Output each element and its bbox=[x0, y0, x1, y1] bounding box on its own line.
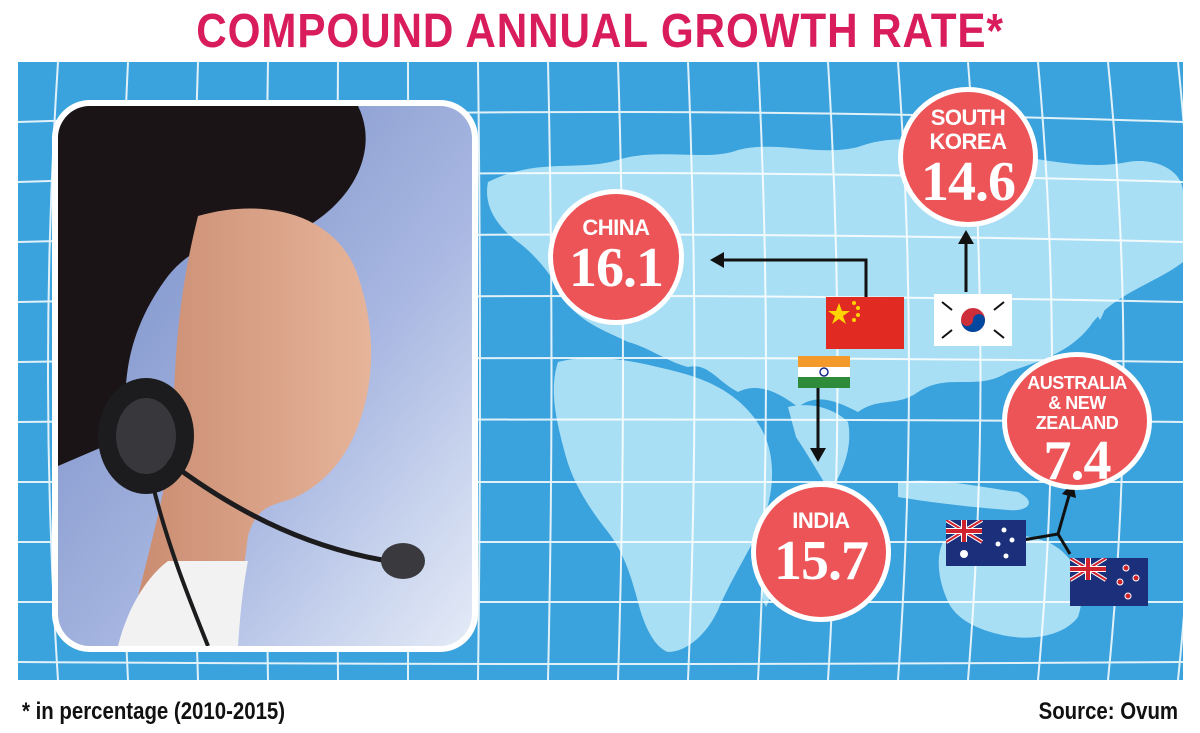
south-korea-bubble: SOUTH KOREA 14.6 bbox=[898, 87, 1038, 227]
china-flag bbox=[826, 297, 904, 349]
new-zealand-flag bbox=[1068, 556, 1148, 606]
china-arrowhead bbox=[710, 252, 724, 268]
headset-agent-photo bbox=[58, 106, 472, 646]
japan-landmass bbox=[1096, 262, 1110, 320]
source-credit: Source: Ovum bbox=[1038, 698, 1178, 725]
south-korea-label-line1: SOUTH bbox=[930, 105, 1006, 130]
china-arrow bbox=[718, 258, 868, 297]
map-panel: CHINA 16.1 SOUTH KOREA 14.6 INDIA 15.7 A… bbox=[18, 62, 1183, 680]
china-label: CHINA bbox=[582, 215, 650, 240]
india-value: 15.7 bbox=[774, 530, 869, 592]
south-korea-arrowhead bbox=[958, 230, 974, 244]
australia-flag bbox=[944, 518, 1026, 566]
india-bubble: INDIA 15.7 bbox=[751, 482, 891, 622]
south-korea-value: 14.6 bbox=[921, 151, 1016, 213]
indonesia-landmass bbox=[898, 480, 1029, 511]
south-korea-flag bbox=[934, 294, 1012, 346]
footnote: * in percentage (2010-2015) bbox=[22, 698, 286, 725]
south-korea-label-line2: KOREA bbox=[929, 129, 1007, 154]
australia-nz-label-line2: & NEW ZEALAND bbox=[1035, 393, 1119, 433]
china-bubble: CHINA 16.1 bbox=[548, 189, 684, 325]
australia-nz-value: 7.4 bbox=[1043, 430, 1112, 492]
india-arrowhead bbox=[810, 448, 826, 462]
india-label: INDIA bbox=[792, 508, 850, 533]
australia-nz-bubble: AUSTRALIA & NEW ZEALAND 7.4 bbox=[1002, 352, 1152, 490]
australia-arrow-up bbox=[1056, 491, 1072, 535]
africa-landmass bbox=[553, 357, 773, 652]
india-flag bbox=[798, 356, 850, 388]
chart-title: COMPOUND ANNUAL GROWTH RATE* bbox=[196, 5, 1004, 58]
china-value: 16.1 bbox=[569, 237, 664, 299]
australia-nz-label-line1: AUSTRALIA bbox=[1027, 373, 1127, 393]
